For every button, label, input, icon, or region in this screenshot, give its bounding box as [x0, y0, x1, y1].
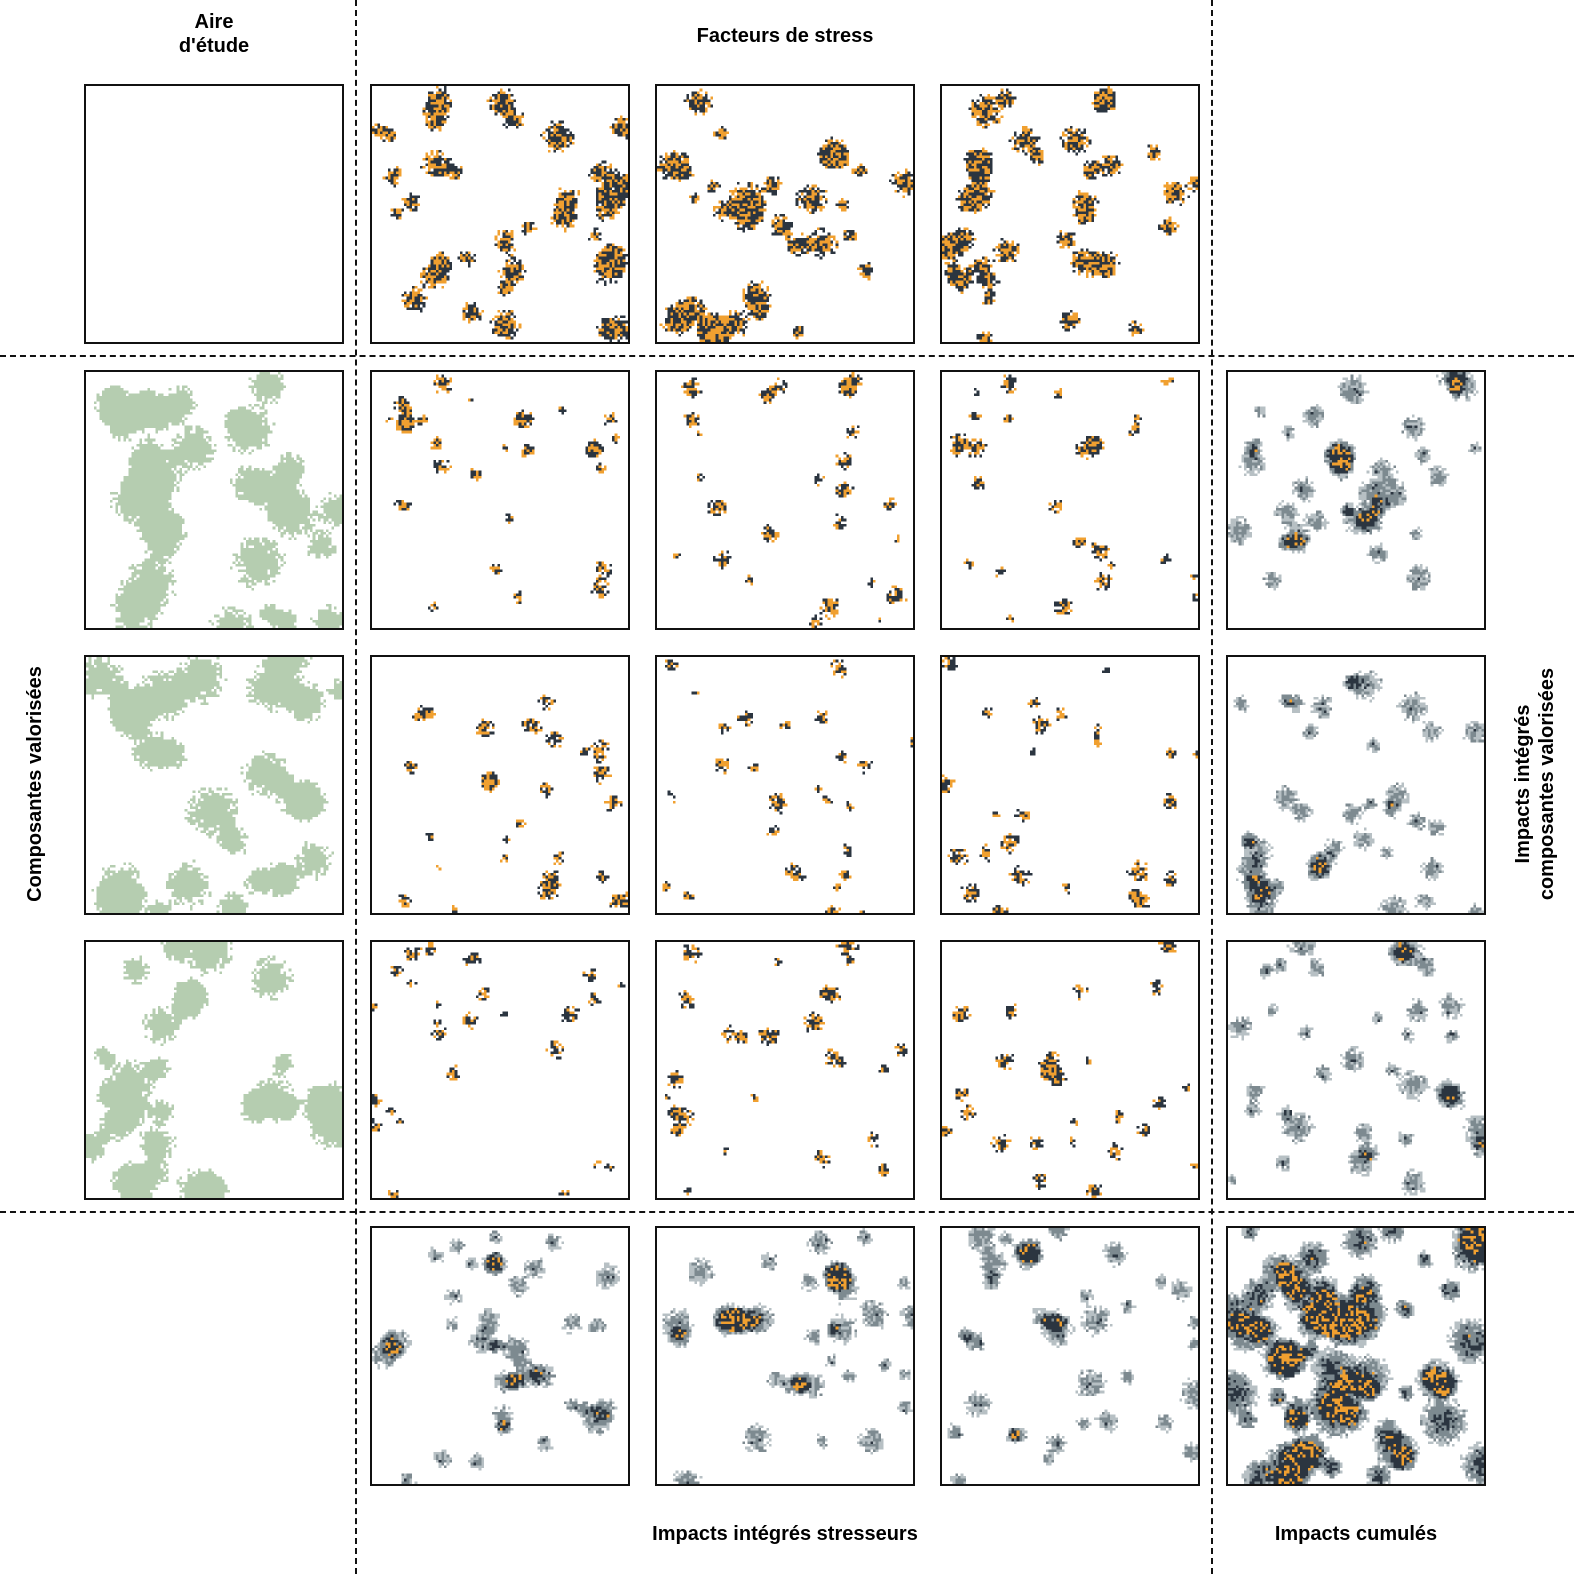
- raster-map: [86, 657, 342, 913]
- raster-map: [657, 942, 913, 1198]
- raster-panel-composante-r3c1: [84, 655, 344, 915]
- raster-panel-cumul-st-r5c4: [940, 1226, 1200, 1486]
- separator-bottom: [0, 1211, 1574, 1213]
- raster-map: [942, 942, 1198, 1198]
- aire-etude-label: Aire d'étude: [178, 11, 250, 57]
- raster-panel-impact-r4c2: [370, 940, 630, 1200]
- raster-panel-stress-r1c2: [370, 84, 630, 344]
- raster-panel-impact-r3c2: [370, 655, 630, 915]
- raster-map: [942, 372, 1198, 628]
- impacts-cumules-label: Impacts cumulés: [1274, 1523, 1438, 1545]
- raster-panel-cumul-total-r5c5: [1226, 1226, 1486, 1486]
- raster-map: [86, 942, 342, 1198]
- raster-panel-stress-r1c3: [655, 84, 915, 344]
- raster-map: [942, 1228, 1198, 1484]
- raster-panel-impact-r4c3: [655, 940, 915, 1200]
- raster-map: [657, 372, 913, 628]
- raster-panel-impact-r3c3: [655, 655, 915, 915]
- raster-panel-stress-r1c4: [940, 84, 1200, 344]
- impacts-integres-cv-label: Impacts intégrés composantes valorisées: [1512, 667, 1558, 901]
- raster-panel-impact-r2c4: [940, 370, 1200, 630]
- raster-panel-cumul-st-r5c2: [370, 1226, 630, 1486]
- impacts-integres-stresseurs-label: Impacts intégrés stresseurs: [652, 1523, 918, 1545]
- raster-map: [372, 942, 628, 1198]
- raster-panel-impact-r2c3: [655, 370, 915, 630]
- raster-panel-impact-r4c4: [940, 940, 1200, 1200]
- raster-map: [372, 372, 628, 628]
- raster-map: [1228, 657, 1484, 913]
- raster-map: [86, 372, 342, 628]
- raster-panel-cumul-st-r5c3: [655, 1226, 915, 1486]
- raster-panel-impact-r3c4: [940, 655, 1200, 915]
- separator-left: [355, 0, 357, 1574]
- raster-panel-aire-etude-r1c1: [84, 84, 344, 344]
- raster-panel-impact-r2c2: [370, 370, 630, 630]
- raster-map: [657, 1228, 913, 1484]
- raster-map: [1228, 1228, 1484, 1484]
- facteurs-de-stress-label: Facteurs de stress: [696, 25, 874, 47]
- raster-panel-cumul-cv-r3c5: [1226, 655, 1486, 915]
- raster-map: [942, 86, 1198, 342]
- raster-map: [657, 86, 913, 342]
- raster-map: [372, 1228, 628, 1484]
- composantes-valorisees-label: Composantes valorisées: [24, 666, 46, 902]
- raster-panel-cumul-cv-r2c5: [1226, 370, 1486, 630]
- raster-map: [942, 657, 1198, 913]
- raster-map: [1228, 372, 1484, 628]
- raster-panel-cumul-cv-r4c5: [1226, 940, 1486, 1200]
- raster-map: [657, 657, 913, 913]
- raster-panel-composante-r4c1: [84, 940, 344, 1200]
- separator-top: [0, 355, 1574, 357]
- raster-panel-composante-r2c1: [84, 370, 344, 630]
- raster-map: [372, 657, 628, 913]
- raster-map: [1228, 942, 1484, 1198]
- separator-right: [1211, 0, 1213, 1574]
- raster-map: [86, 86, 342, 342]
- raster-map: [372, 86, 628, 342]
